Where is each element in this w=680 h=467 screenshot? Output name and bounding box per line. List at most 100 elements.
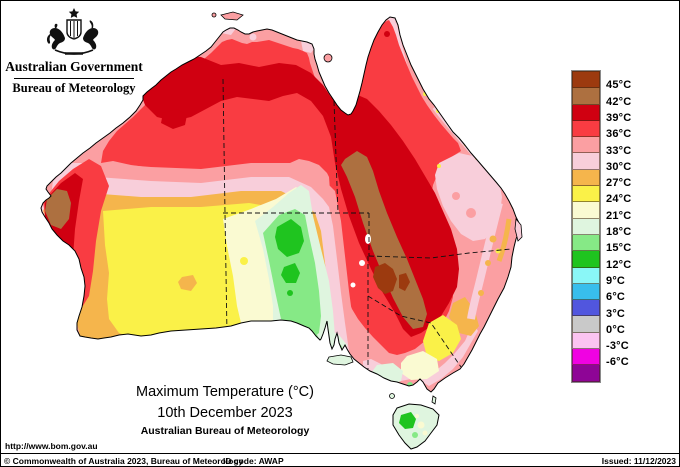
coat-of-arms-icon (46, 8, 99, 55)
legend-color-box (572, 234, 600, 252)
temp-yellow-dot-seqld (437, 164, 441, 168)
legend-label: 15°C (606, 242, 632, 255)
map-title-block: Maximum Temperature (°C) 10th December 2… (89, 384, 361, 437)
legend-label: 18°C (606, 226, 632, 238)
bathurst-island (211, 12, 217, 18)
temp-salmon-spot-seqld-1 (466, 208, 476, 218)
temp-darkgreen-core1 (275, 219, 304, 257)
temp-region-pocket-arnhem (249, 33, 257, 41)
temp-orange-spot-wa (178, 275, 197, 291)
legend-label: 24°C (606, 193, 632, 206)
legend-label: 42°C (606, 95, 632, 108)
legend-color-box (572, 120, 600, 138)
tasmania-darkgreen (399, 412, 416, 429)
legend-label: 39°C (606, 111, 632, 124)
footer-bar: © Commonwealth of Australia 2023, Bureau… (1, 456, 679, 466)
temp-darkgreen-core3 (287, 290, 293, 296)
tasmania-cream-3 (415, 414, 419, 418)
tasmania-cream-2 (422, 430, 428, 436)
header-divider (14, 78, 134, 79)
tasmania-green (412, 432, 418, 438)
legend-label: 12°C (606, 258, 632, 271)
kangaroo-island (326, 354, 354, 366)
fraser-island (514, 218, 523, 242)
temp-orange-dot-nsw-2 (485, 260, 491, 266)
map-date: 10th December 2023 (157, 405, 293, 421)
temp-orange-dot-nsw-3 (478, 290, 484, 296)
temp-region-pocket-gove (301, 37, 317, 53)
temp-sharkbay-brown (45, 189, 71, 229)
legend-color-box (572, 332, 600, 350)
legend-label: -3°C (606, 340, 629, 353)
legend-label: 6°C (606, 291, 626, 304)
melville-island (220, 11, 244, 21)
map-title: Maximum Temperature (°C) (136, 384, 314, 400)
tasmania (392, 403, 440, 450)
map-org: Australian Bureau of Meteorology (140, 425, 310, 437)
legend-label: -6°C (606, 356, 629, 369)
small-islands (211, 11, 523, 405)
legend-label: 27°C (606, 177, 632, 190)
temp-yellow-dot-nsw (495, 248, 501, 254)
legend-color-box (572, 251, 600, 268)
copyright-text: © Commonwealth of Australia 2023, Bureau… (4, 456, 244, 466)
legend-color-box (572, 186, 600, 203)
flinders-island (431, 395, 437, 405)
legend-label: 21°C (606, 209, 632, 222)
legend-color-box (572, 365, 600, 382)
footer-divider (1, 453, 679, 454)
legend-label: 9°C (606, 274, 626, 287)
lake-eyre (365, 234, 371, 244)
legend-color-box (572, 71, 600, 89)
issued-text: Issued: 11/12/2023 (601, 456, 676, 466)
legend-label: 30°C (606, 160, 632, 173)
tasmania-base (392, 403, 440, 450)
temp-salmon-spot-seqld-2 (452, 192, 460, 200)
legend-color-box (572, 153, 600, 170)
temp-orange-seqld-coast (496, 218, 512, 262)
state-border-lines (222, 78, 512, 369)
temp-yellow-gippsland (423, 315, 461, 361)
legend-label: 45°C (606, 79, 632, 92)
bom-url: http://www.bom.gov.au (5, 441, 98, 451)
legend-color-box (572, 218, 600, 235)
government-title: Australian Government (5, 59, 143, 74)
legend-color-box (572, 137, 600, 154)
mainland-coastline (40, 16, 522, 393)
king-island (389, 393, 395, 399)
legend-color-box (572, 300, 600, 317)
temperature-legend: 45°C 42°C 39°C 36°C 33°C 30°C 27°C 24°C 21°C 18°C… (571, 70, 631, 383)
legend-color-box (572, 104, 600, 121)
temp-yellow-spot-sa (240, 257, 248, 265)
legend-color-column (571, 70, 601, 383)
legend-color-box (572, 202, 600, 219)
temp-pink-seqld-blob (435, 153, 502, 241)
legend-color-box (572, 267, 600, 284)
legend-color-box (572, 88, 600, 105)
temp-darkgreen-core2 (281, 263, 300, 283)
groote-eylandt (323, 53, 333, 63)
temp-cream-vic (401, 351, 439, 380)
legend-color-box (572, 283, 600, 301)
temp-region-darkred-capeyork (384, 31, 390, 37)
legend-label: 0°C (606, 323, 626, 336)
id-code-text: ID code: AWAP (223, 456, 284, 466)
legend-label: 36°C (606, 128, 632, 141)
government-header: Australian Government Bureau of Meteorol… (1, 7, 147, 96)
bureau-title: Bureau of Meteorology (12, 81, 136, 95)
temp-region-darkred-pilbara (161, 109, 187, 129)
legend-color-box (572, 316, 600, 333)
legend-label: 33°C (606, 144, 632, 157)
temp-orange-dot-nsw-1 (489, 235, 497, 243)
tasmania-cream-1 (417, 421, 425, 429)
legend-color-box (572, 349, 600, 366)
legend-label: 3°C (606, 307, 626, 320)
temp-region-45plus-nsw (373, 263, 397, 294)
lake-torrens (359, 260, 365, 266)
lake-gairdner (350, 282, 356, 288)
temp-region-45plus-nsw-2 (399, 273, 410, 291)
temp-pink-nsw-coast-strip (467, 201, 503, 320)
temp-green-vic-2 (417, 385, 423, 391)
